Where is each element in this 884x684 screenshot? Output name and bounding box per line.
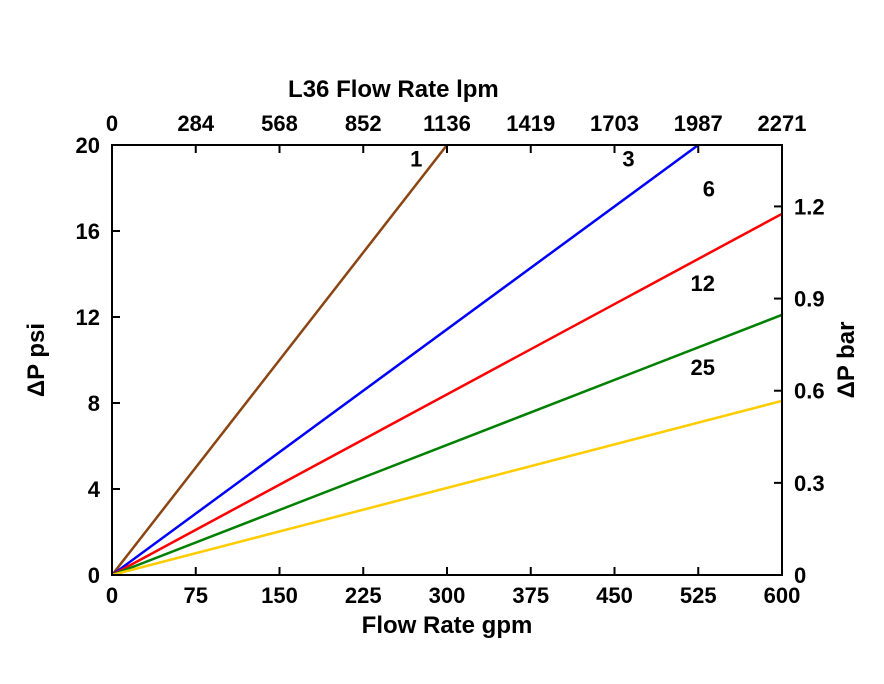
series-label-12: 12 bbox=[691, 271, 715, 296]
y-tick-label-right: 0.3 bbox=[794, 471, 825, 496]
x-tick-label-top: 0 bbox=[106, 111, 118, 136]
y-tick-label-left: 16 bbox=[76, 219, 100, 244]
x-tick-label-bottom: 0 bbox=[106, 583, 118, 608]
x-tick-label-top: 1136 bbox=[423, 111, 471, 136]
x-tick-label-top: 852 bbox=[345, 111, 382, 136]
series-label-1: 1 bbox=[410, 147, 422, 172]
pressure-flow-chart: 0075284150568225852300113637514194501703… bbox=[0, 0, 884, 684]
y-tick-label-left: 4 bbox=[88, 477, 101, 502]
x-tick-label-top: 2271 bbox=[758, 111, 807, 136]
series-label-25: 25 bbox=[691, 355, 715, 380]
series-label-6: 6 bbox=[703, 177, 715, 202]
x-tick-label-top: 1419 bbox=[506, 111, 555, 136]
chart-title: L36 Flow Rate lpm bbox=[288, 76, 499, 103]
x-tick-label-bottom: 525 bbox=[680, 583, 717, 608]
y-tick-label-right: 0.6 bbox=[794, 379, 825, 404]
y-tick-label-right: 0.9 bbox=[794, 287, 825, 312]
y-tick-label-left: 20 bbox=[76, 133, 100, 158]
x-tick-label-top: 568 bbox=[261, 111, 298, 136]
x-tick-label-top: 1703 bbox=[590, 111, 639, 136]
y-tick-label-right: 1.2 bbox=[794, 194, 825, 219]
x-tick-label-bottom: 225 bbox=[345, 583, 382, 608]
x-tick-label-bottom: 450 bbox=[596, 583, 633, 608]
x-tick-label-bottom: 75 bbox=[184, 583, 208, 608]
y-axis-label-right: ΔP bar bbox=[833, 322, 860, 399]
y-tick-label-left: 8 bbox=[88, 391, 100, 416]
y-tick-label-right: 0 bbox=[794, 563, 806, 588]
x-tick-label-top: 284 bbox=[177, 111, 214, 136]
x-tick-label-bottom: 300 bbox=[429, 583, 466, 608]
x-tick-label-bottom: 150 bbox=[261, 583, 298, 608]
x-axis-label-bottom: Flow Rate gpm bbox=[362, 612, 533, 639]
x-tick-label-top: 1987 bbox=[674, 111, 723, 136]
y-tick-label-left: 12 bbox=[76, 305, 100, 330]
chart-container: 0075284150568225852300113637514194501703… bbox=[0, 0, 884, 684]
y-tick-label-left: 0 bbox=[88, 563, 100, 588]
y-axis-label-left: ΔP psi bbox=[23, 323, 50, 397]
x-tick-label-bottom: 375 bbox=[512, 583, 549, 608]
series-label-3: 3 bbox=[622, 147, 634, 172]
